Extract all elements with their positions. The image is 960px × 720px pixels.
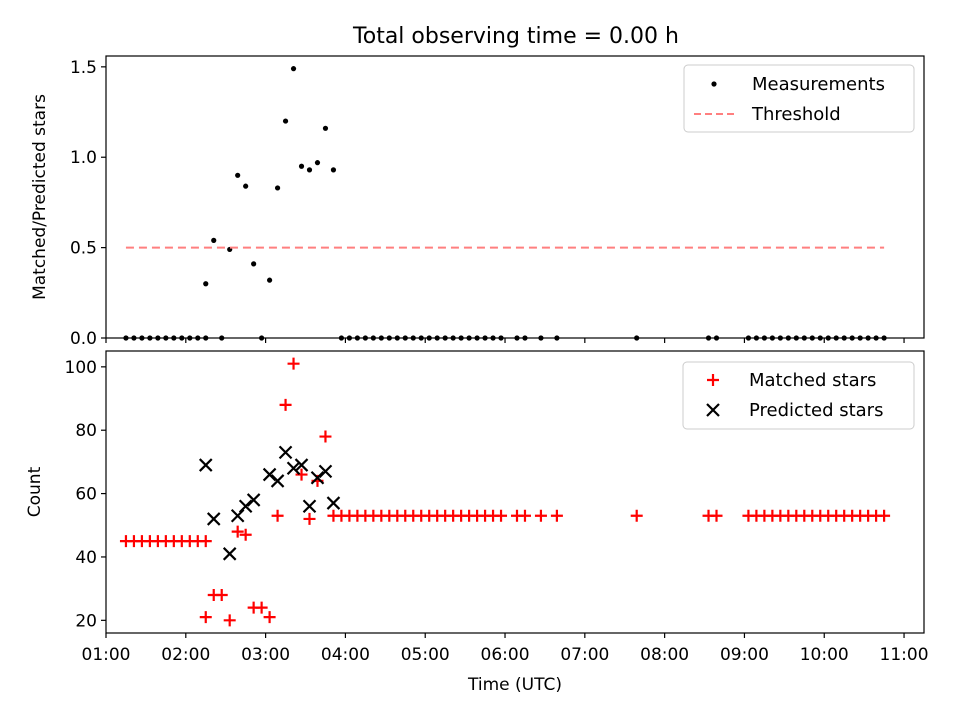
y-tick-label: 0.0 [70,329,97,349]
matched-stars-point [550,509,563,522]
predicted-stars-point [294,458,309,472]
count-legend: Matched stars Predicted stars [682,361,915,430]
matched-stars-point [255,601,268,614]
measurement-point [290,66,297,72]
predicted-stars-legend-label: Predicted stars [749,400,883,421]
measurement-point [298,163,305,169]
x-tick-label: 01:00 [82,645,131,665]
predicted-stars-point [238,499,253,514]
matched-stars-point [295,468,308,481]
x-tick-label: 06:00 [481,645,530,665]
measurements-legend-marker [711,81,717,87]
matched-stars-point [303,512,316,525]
measurement-point [251,261,257,267]
matched-stars-point [263,611,276,624]
matched-stars-point [199,611,212,624]
x-tick-label: 04:00 [321,645,370,665]
matched-stars-legend-marker [707,374,719,386]
matched-stars-point [199,535,212,548]
ratio-axes-frame [105,55,925,339]
predicted-stars-point [326,496,341,510]
count-y-axis-label: Count [25,466,45,517]
predicted-stars-point [270,474,285,488]
matched-stars-point [287,357,300,370]
matched-stars-point [710,509,723,522]
x-tick-label: 05:00 [401,645,450,665]
measurement-point [235,172,241,178]
x-tick-label: 11:00 [880,645,929,665]
measurements-legend-label: Measurements [752,74,885,95]
threshold-legend-label: Threshold [751,104,841,125]
matched-stars-point [630,509,643,522]
ratio-panel: 0.0 0.5 1.0 1.5 Matched/Predicted stars Mea… [30,55,925,349]
measurement-point [243,183,249,189]
y-tick-label: 1.5 [70,58,97,78]
y-tick-label: 1.0 [70,148,97,168]
count-axes-frame [105,350,925,634]
ratio-legend: Measurements Threshold [683,64,915,133]
measurement-point [306,167,313,173]
measurement-point [211,237,217,243]
x-tick-label: 08:00 [640,645,689,665]
matched-stars-point [223,614,236,627]
y-tick-label: 80 [75,421,97,441]
measurement-point [274,185,281,191]
predicted-stars-point [318,464,333,479]
y-tick-label: 100 [65,358,97,378]
x-tick-label: 10:00 [800,645,849,665]
measurement-point [282,118,289,124]
matched-stars-point [878,509,891,522]
measurement-point [314,160,321,166]
matched-stars-point [495,509,508,522]
x-tick-label: 02:00 [161,645,210,665]
ratio-y-axis-label: Matched/Predicted stars [30,94,50,300]
ratio-legend-frame [683,64,915,133]
x-tick-label: 07:00 [560,645,609,665]
predicted-stars-point [286,461,301,476]
chart-title: Total observing time = 0.00 h [352,24,679,49]
count-panel: 20 40 60 80 100 01:00 02:00 03:00 04:00 05:00 06:… [25,350,929,695]
measurement-point [330,167,337,173]
matched-stars-point [271,509,284,522]
y-tick-label: 20 [75,611,97,631]
predicted-stars-point [302,499,317,514]
count-legend-frame [682,361,915,430]
measurement-point [267,277,273,283]
matched-stars-point [215,588,228,601]
matched-stars-point [239,528,252,541]
predicted-stars-point [206,512,221,526]
x-tick-label: 03:00 [241,645,290,665]
y-tick-label: 60 [75,485,97,505]
time-axis-label: Time (UTC) [467,675,562,695]
matched-stars-point [518,509,531,522]
ratio-x-axis [105,338,905,343]
ratio-y-axis: 0.0 0.5 1.0 1.5 [70,58,106,349]
y-tick-label: 40 [75,548,97,568]
count-y-axis: 20 40 60 80 100 [65,358,106,631]
measurement-point [322,125,329,131]
matched-stars-legend-label: Matched stars [749,370,876,391]
predicted-stars-point [278,445,293,460]
matched-stars-point [279,398,292,411]
count-plot-area [119,357,891,627]
y-tick-label: 0.5 [70,239,97,259]
predicted-stars-point [262,467,277,482]
predicted-stars-point [222,547,237,561]
matched-stars-point [231,525,244,538]
predicted-stars-point [198,458,213,472]
predicted-stars-point [310,470,325,485]
x-tick-label: 09:00 [720,645,769,665]
predicted-stars-legend-marker [706,403,720,417]
ratio-plot-area [123,66,887,341]
predicted-stars-point [246,493,261,507]
measurement-point [203,281,209,287]
count-x-axis: 01:00 02:00 03:00 04:00 05:00 06:00 07:00 08:00… [82,633,929,665]
matched-stars-point [319,430,332,443]
matched-stars-point [534,509,547,522]
